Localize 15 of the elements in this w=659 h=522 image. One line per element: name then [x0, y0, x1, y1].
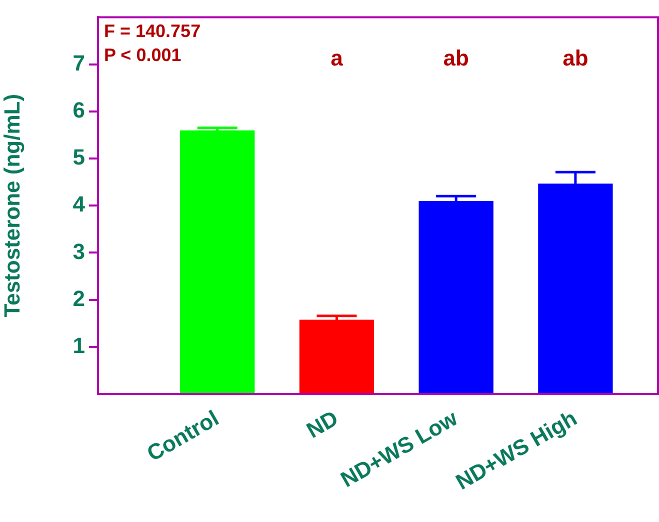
annotation: P < 0.001 [104, 45, 182, 66]
y-tick-label: 4 [72, 192, 86, 217]
annotation: ab [443, 45, 469, 70]
y-tick-label: 1 [72, 332, 85, 358]
x-tick-label: ND [302, 405, 342, 443]
y-tick-label: 5 [72, 144, 85, 170]
y-tick-label: 3 [72, 238, 85, 264]
y-tick-label: 2 [72, 286, 85, 311]
bar [180, 130, 255, 394]
annotation: a [330, 45, 344, 70]
annotation: F = 140.757 [104, 21, 201, 42]
y-tick-label: 6 [72, 97, 85, 122]
y-tick-label: 7 [72, 50, 85, 76]
annotation: ab [562, 45, 588, 70]
y-axis-title: Testosterone (ng/mL) [0, 94, 24, 318]
